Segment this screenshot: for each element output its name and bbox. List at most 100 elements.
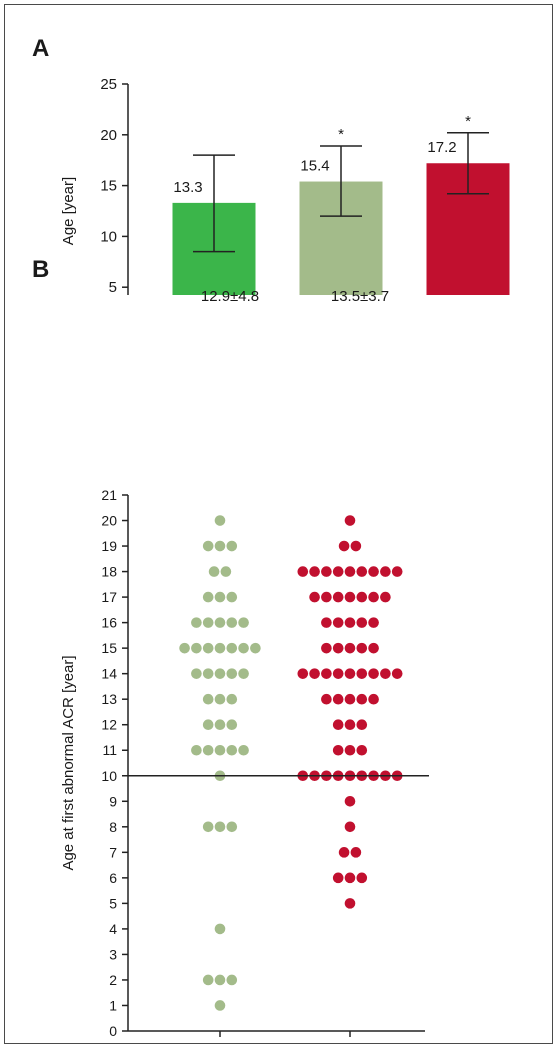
data-point-persistent (344, 872, 356, 884)
data-point-persistent (309, 591, 320, 603)
data-point-persistent (321, 693, 332, 705)
data-point-persistent (297, 668, 309, 679)
data-point-persistent (344, 693, 356, 705)
data-point-persistent (350, 847, 362, 858)
data-point-intermittent (226, 719, 238, 731)
data-point-persistent (321, 642, 332, 654)
data-point-intermittent (202, 642, 214, 654)
data-point-persistent (391, 566, 403, 577)
data-point-persistent (344, 719, 356, 731)
data-point-persistent (321, 617, 332, 628)
data-point-intermittent (191, 668, 202, 679)
data-point-persistent (332, 642, 344, 654)
y-tick-label: 14 (101, 666, 117, 682)
y-tick-label: 6 (109, 870, 117, 886)
data-point-intermittent (202, 719, 214, 731)
data-point-intermittent (202, 744, 214, 756)
data-point-intermittent (214, 515, 226, 526)
data-point-persistent (332, 566, 344, 577)
data-point-persistent (391, 668, 403, 679)
data-point-intermittent (202, 974, 214, 986)
data-point-intermittent (214, 617, 226, 628)
data-point-persistent (332, 872, 344, 884)
y-tick-label: 20 (100, 127, 117, 144)
data-point-intermittent (238, 744, 249, 756)
value-label: 13.3 (173, 179, 202, 196)
y-tick-label: 19 (101, 538, 117, 554)
data-point-persistent (344, 821, 356, 833)
data-point-intermittent (226, 540, 238, 552)
y-tick-label: 0 (109, 1023, 117, 1039)
data-point-intermittent (202, 668, 214, 679)
summary-label: 12.9±4.8 (201, 288, 259, 305)
data-point-intermittent (214, 591, 226, 603)
data-point-intermittent (179, 642, 190, 654)
data-point-intermittent (202, 821, 214, 833)
data-point-persistent (356, 872, 368, 884)
data-point-intermittent (191, 617, 202, 628)
value-label: 15.4 (300, 158, 329, 175)
data-point-persistent (380, 566, 391, 577)
y-axis-label: Age at first abnormal ACR [year] (60, 655, 77, 870)
significance-marker: * (338, 126, 344, 143)
data-point-persistent (321, 668, 332, 679)
y-tick-label: 11 (102, 742, 117, 758)
data-point-persistent (344, 795, 356, 807)
y-tick-label: 10 (101, 768, 117, 784)
data-point-persistent (356, 668, 368, 679)
y-tick-label: 12 (101, 717, 117, 733)
data-point-intermittent (202, 540, 214, 552)
y-tick-label: 5 (109, 279, 117, 295)
data-point-intermittent (214, 974, 226, 986)
data-point-persistent (368, 566, 379, 577)
y-tick-label: 5 (109, 895, 117, 911)
data-point-persistent (332, 744, 344, 756)
data-point-persistent (344, 744, 356, 756)
data-point-intermittent (202, 591, 214, 603)
data-point-persistent (344, 515, 356, 526)
data-point-persistent (356, 719, 368, 731)
data-point-persistent (321, 566, 332, 577)
data-point-intermittent (202, 693, 214, 705)
data-point-intermittent (191, 642, 202, 654)
data-point-persistent (356, 566, 368, 577)
data-point-intermittent (226, 821, 238, 833)
significance-marker: * (465, 113, 471, 130)
y-tick-label: 7 (109, 844, 117, 860)
y-tick-label: 3 (109, 946, 117, 962)
data-point-intermittent (226, 744, 238, 756)
y-tick-label: 9 (109, 793, 117, 809)
y-tick-label: 13 (101, 691, 117, 707)
data-point-intermittent (220, 566, 232, 577)
y-tick-label: 16 (101, 615, 117, 631)
y-tick-label: 15 (101, 640, 117, 656)
data-point-persistent (338, 540, 350, 552)
summary-label: 13.5±3.7 (331, 288, 389, 305)
data-point-intermittent (226, 642, 238, 654)
data-point-persistent (356, 693, 368, 705)
y-tick-label: 8 (109, 819, 117, 835)
y-tick-label: 20 (101, 513, 117, 529)
data-point-intermittent (208, 566, 220, 577)
data-point-persistent (368, 617, 379, 628)
y-tick-label: 18 (101, 564, 117, 580)
data-point-persistent (368, 642, 379, 654)
data-point-persistent (368, 693, 379, 705)
data-point-intermittent (226, 591, 238, 603)
data-point-intermittent (238, 668, 249, 679)
y-tick-label: 17 (101, 589, 117, 605)
data-point-persistent (368, 591, 379, 603)
data-point-persistent (344, 668, 356, 679)
panel-a-bar-chart: A 0510152025Age [year]13.3Never15.4*Inte… (32, 35, 510, 295)
data-point-intermittent (214, 693, 226, 705)
panel-b-dot-plot: B 0123456789101112131415161718192021Age … (32, 256, 429, 1039)
data-point-intermittent (214, 540, 226, 552)
data-point-intermittent (214, 821, 226, 833)
data-point-intermittent (226, 693, 238, 705)
data-point-intermittent (214, 668, 226, 679)
data-point-persistent (344, 566, 356, 577)
y-tick-label: 15 (100, 178, 117, 195)
data-point-intermittent (226, 974, 238, 986)
data-point-persistent (380, 591, 391, 603)
panel-b-letter: B (32, 256, 49, 283)
